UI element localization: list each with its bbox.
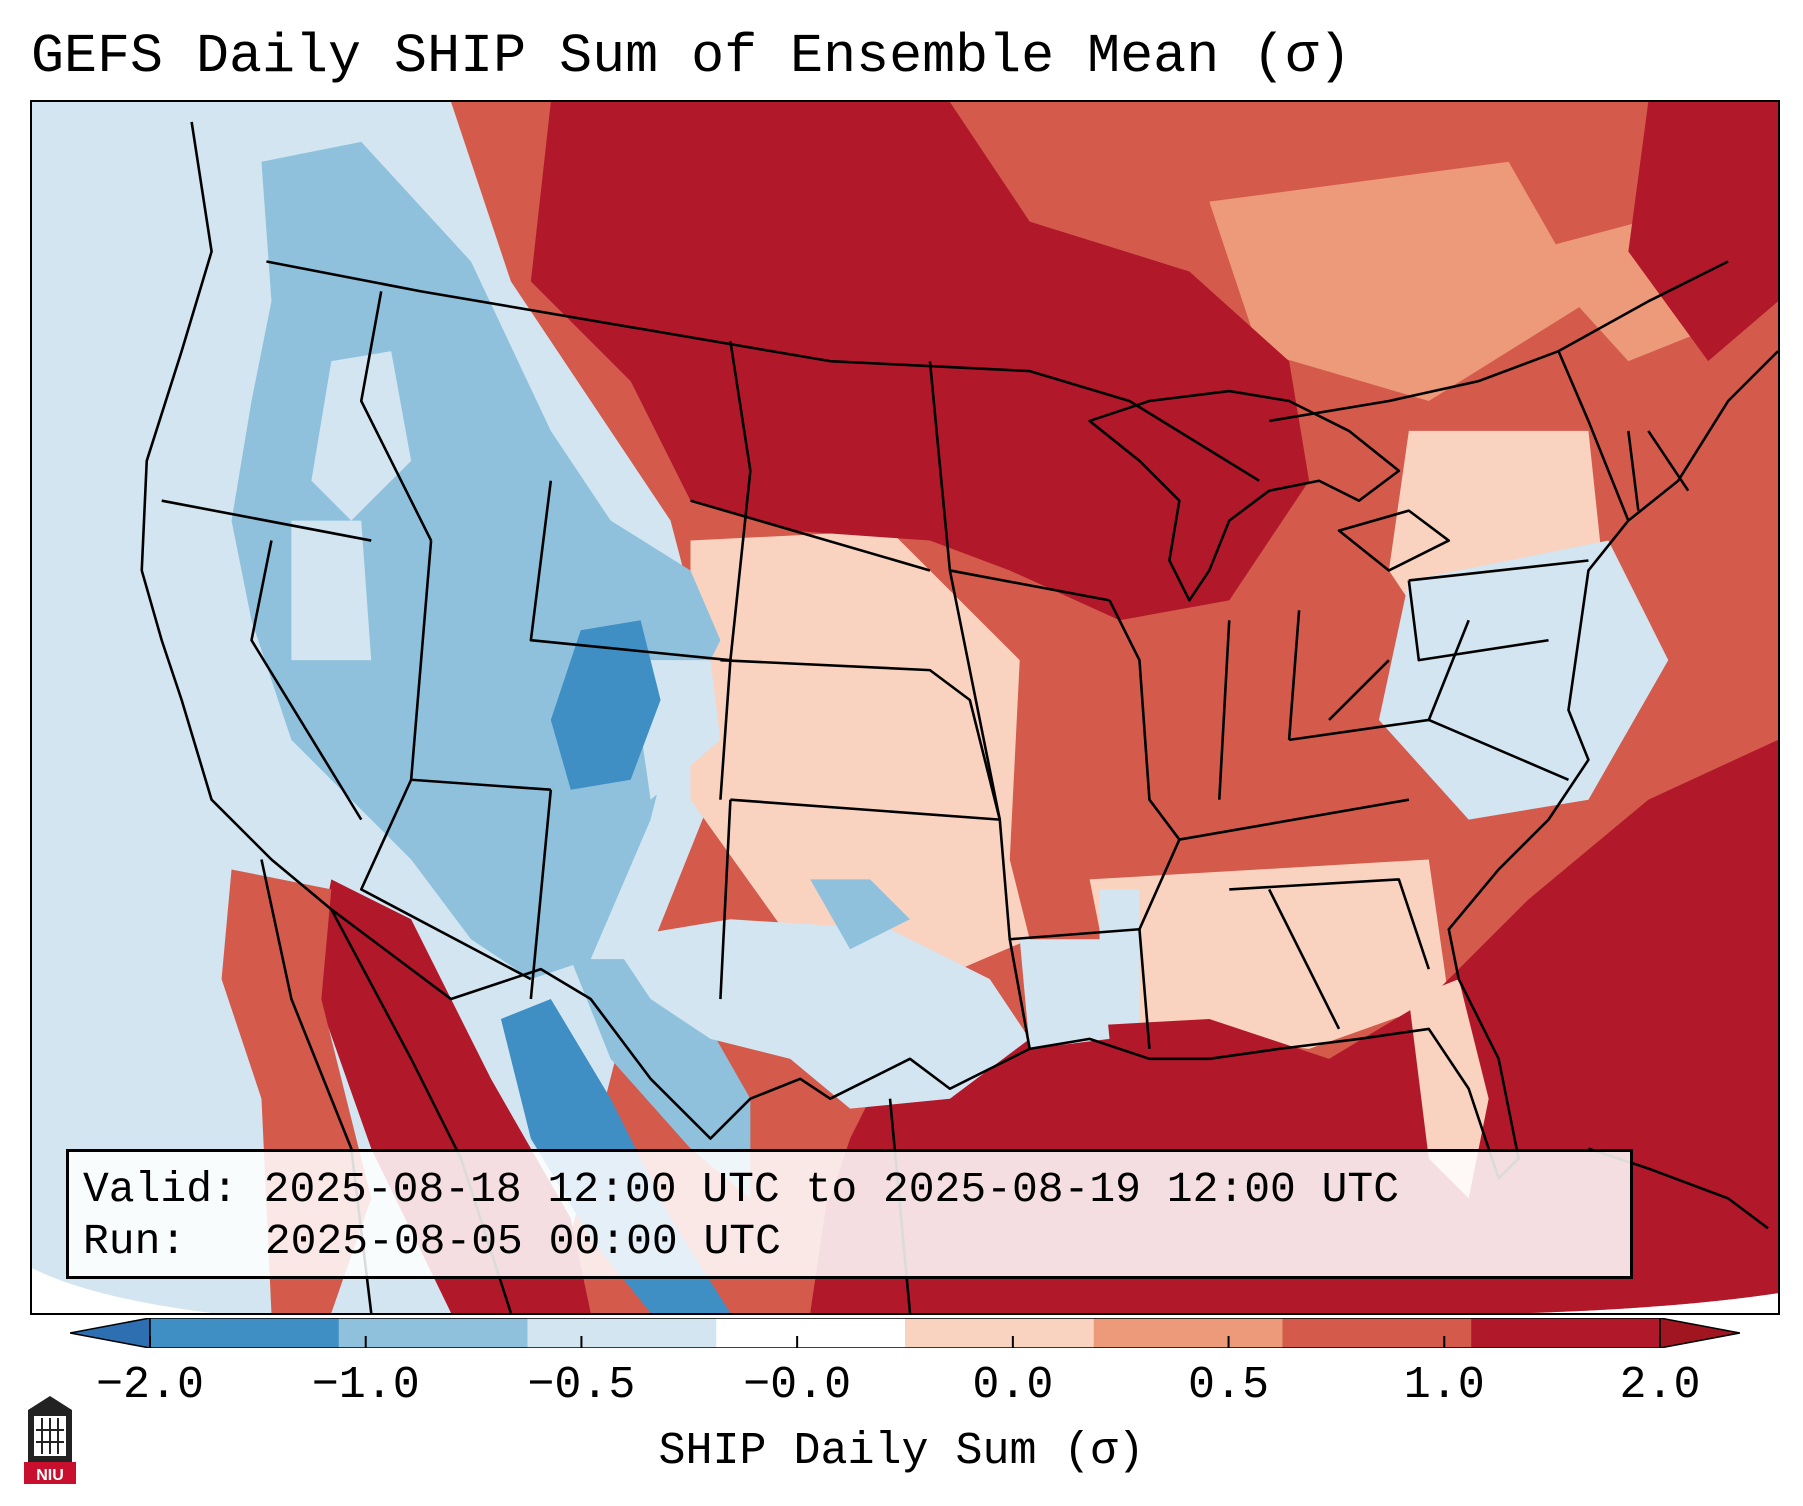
colorbar-tick-label: 1.0: [1403, 1360, 1485, 1411]
colorbar-segment: [905, 1318, 1095, 1348]
run-time-line: Run: 2025-08-05 00:00 UTC: [83, 1216, 1630, 1268]
colorbar-tick-label: −2.0: [95, 1360, 205, 1411]
anomaly-field: [32, 102, 1778, 1313]
colorbar-label: SHIP Daily Sum (σ): [658, 1426, 1145, 1477]
state-boundaries: [140, 121, 1778, 1313]
colorbar-segment: [1471, 1318, 1661, 1348]
logo-text: NIU: [36, 1467, 64, 1484]
validity-info-box: Valid: 2025-08-18 12:00 UTC to 2025-08-1…: [66, 1149, 1633, 1279]
colorbar-extend-high: [1659, 1318, 1740, 1348]
colorbar-tick-label: 2.0: [1619, 1360, 1701, 1411]
map-panel: [30, 100, 1780, 1315]
map-title: GEFS Daily SHIP Sum of Ensemble Mean (σ): [31, 25, 1352, 88]
run-label: Run:: [83, 1217, 187, 1266]
colorbar-tick-label: 0.0: [972, 1360, 1054, 1411]
colorbar-segment: [1093, 1318, 1283, 1348]
valid-value: 2025-08-18 12:00 UTC to 2025-08-19 12:00…: [263, 1165, 1400, 1214]
shaded-anomaly-map: [32, 102, 1778, 1313]
colorbar-segment: [527, 1318, 717, 1348]
colorbar-segment: [338, 1318, 528, 1348]
colorbar-segment: [150, 1318, 340, 1348]
colorbar-segment: [1282, 1318, 1472, 1348]
university-tower-icon: NIU: [24, 1396, 76, 1484]
colorbar: [70, 1318, 1740, 1348]
colorbar-tick-label: −1.0: [311, 1360, 420, 1411]
colorbar-tick-label: 0.5: [1188, 1360, 1270, 1411]
valid-label: Valid:: [83, 1165, 238, 1214]
run-value: 2025-08-05 00:00 UTC: [264, 1217, 781, 1266]
valid-time-line: Valid: 2025-08-18 12:00 UTC to 2025-08-1…: [83, 1164, 1630, 1216]
colorbar-tick-label: −0.5: [527, 1360, 636, 1411]
colorbar-segment: [716, 1318, 906, 1348]
colorbar-tick-label: −0.0: [743, 1360, 852, 1411]
colorbar-extend-low: [70, 1318, 151, 1348]
